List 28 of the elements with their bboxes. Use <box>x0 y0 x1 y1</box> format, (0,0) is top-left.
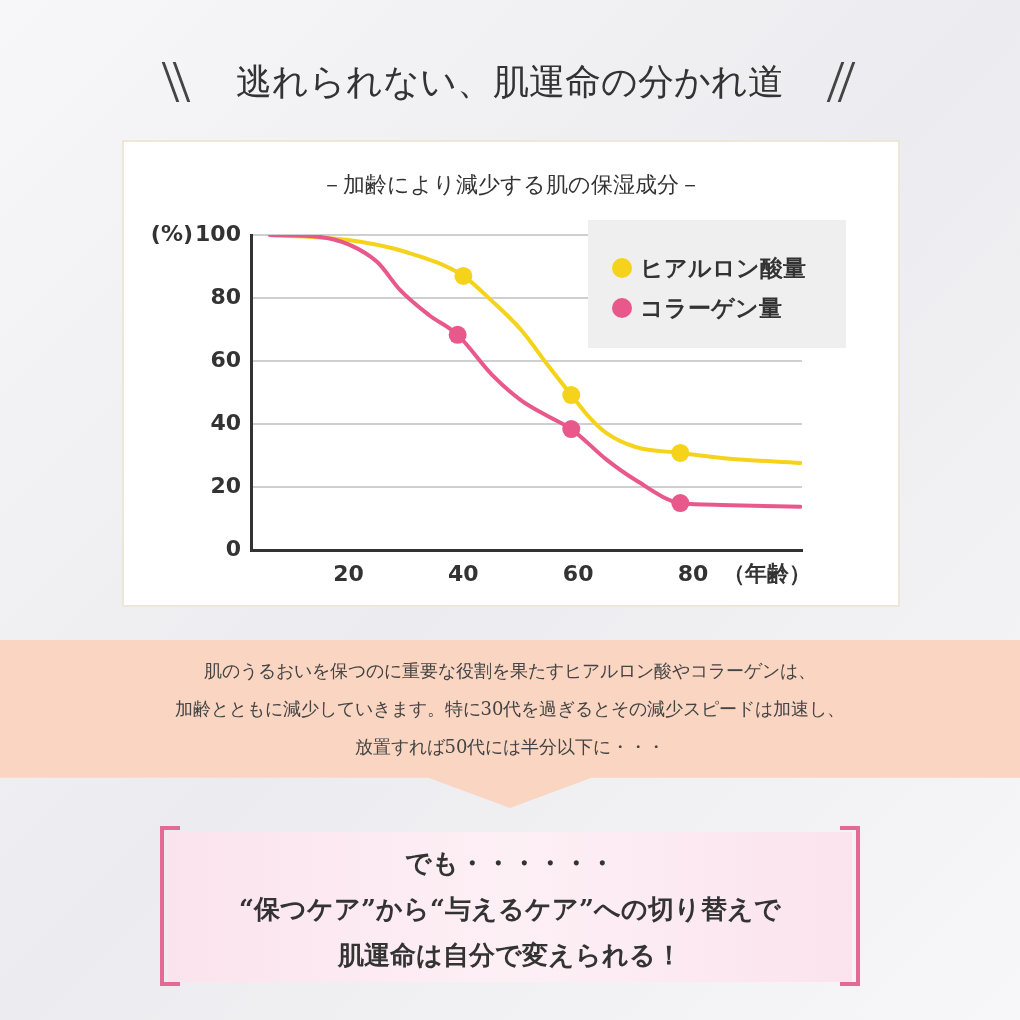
x-tick-label: 40 <box>448 560 479 586</box>
point <box>671 443 690 462</box>
legend-label: ヒアルロン酸量 <box>639 253 807 283</box>
x-tick-label: 80 <box>677 560 709 586</box>
text: 加齢とともに減少していきます。特に30代を過ぎるとその減少スピードは加速し、 <box>173 697 847 721</box>
text: 肌運命は自分で変えられる！ <box>336 939 683 972</box>
text: でも・・・・・・ <box>404 847 616 880</box>
text: 放置すれば50代には半分以下に・・・ <box>353 735 667 759</box>
text: 肌のうるおいを保つのに重要な役割を果たすヒアルロン酸やコラーゲンは、 <box>203 659 817 683</box>
y-tick-label: 20 <box>210 472 241 498</box>
legend-label: コラーゲン量 <box>639 293 783 323</box>
x-axis-title: （年齢） <box>722 560 811 586</box>
chart-title: 逃れられない、肌運命の分かれ道 <box>235 60 785 104</box>
point <box>448 325 467 344</box>
point <box>671 494 690 513</box>
chart-subtitle: －加齢により減少する肌の保湿成分－ <box>320 171 702 199</box>
point <box>454 266 473 285</box>
y-tick-label: 100 <box>195 220 241 246</box>
y-tick-label: 60 <box>210 346 241 372</box>
point <box>562 386 581 405</box>
y-tick-label: 0 <box>225 535 241 561</box>
y-tick-label: 80 <box>210 283 241 309</box>
text: “保つケア”から“与えるケア”への切り替えで <box>238 893 782 926</box>
y-tick-label: 40 <box>210 409 241 435</box>
x-tick-label: 60 <box>562 560 594 586</box>
y-axis-title: (%) <box>150 220 193 246</box>
point <box>562 420 581 439</box>
x-tick-label: 20 <box>333 560 364 586</box>
